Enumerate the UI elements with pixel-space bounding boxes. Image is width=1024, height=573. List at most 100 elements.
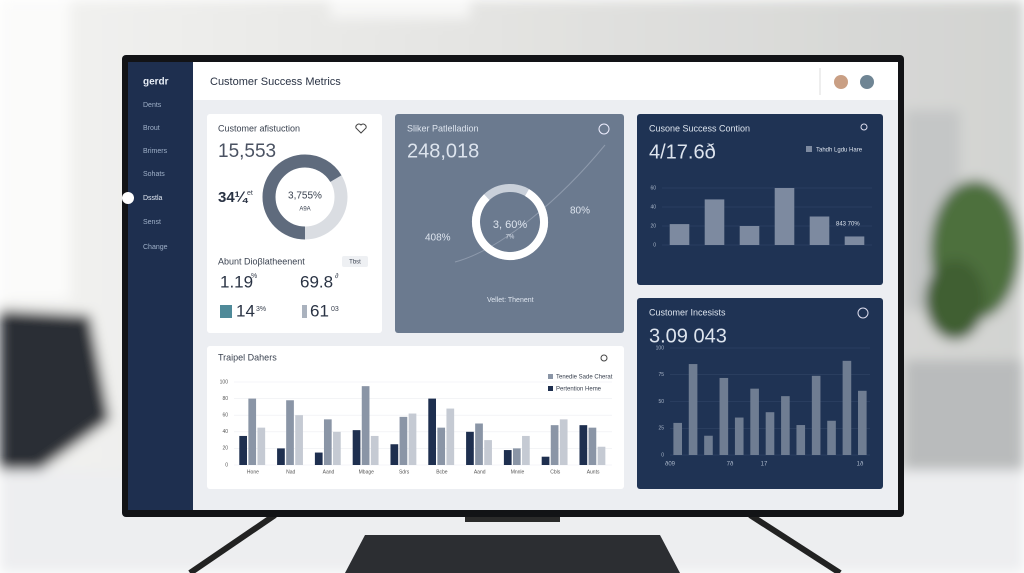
y-tick-label: 60 xyxy=(650,185,656,191)
x-tick-label: 7ð xyxy=(727,461,734,468)
bar xyxy=(475,423,483,465)
bar xyxy=(588,427,597,465)
card-title: Sliker Patlelladion xyxy=(407,123,479,133)
bar xyxy=(781,396,790,455)
bar xyxy=(750,388,759,455)
kpi-value: 248,018 xyxy=(407,140,479,162)
bar xyxy=(408,413,417,465)
ring-right: 80% xyxy=(570,206,590,217)
bar xyxy=(314,452,323,465)
stat-swatch xyxy=(302,305,307,318)
bar xyxy=(774,188,795,245)
bar xyxy=(248,398,257,465)
donut-sub: A9A xyxy=(299,207,310,213)
nav-item[interactable]: Change xyxy=(143,244,168,251)
stat-value: 69.8 xyxy=(300,272,333,291)
x-tick-label: Bcbe xyxy=(436,469,448,475)
bar xyxy=(503,450,512,465)
y-tick-label: 100 xyxy=(656,345,665,351)
condition-card: Cusone Success Contion 4/17.6ð Tahdh Lgd… xyxy=(637,114,883,285)
legend-swatch xyxy=(806,146,812,152)
bar xyxy=(352,430,361,465)
nav-item[interactable]: Dents xyxy=(143,102,162,109)
bar xyxy=(719,377,729,455)
bar xyxy=(734,417,744,455)
y-tick-label: 40 xyxy=(222,429,228,435)
search-icon[interactable] xyxy=(598,123,610,135)
search-icon[interactable] xyxy=(857,307,869,319)
section-title: Abunt Dioβlatheenent xyxy=(218,256,305,266)
bar xyxy=(842,360,852,455)
page-title: Customer Success Metrics xyxy=(210,76,341,88)
y-tick-label: 0 xyxy=(653,242,656,248)
bar xyxy=(688,364,698,455)
satisfaction-card: Customer afistuction 15,553 3,755% A9A 3… xyxy=(207,114,382,333)
bar xyxy=(550,425,559,465)
monitor-stand xyxy=(188,512,842,573)
bar xyxy=(704,199,725,245)
kpi-value: 3.09 043 xyxy=(649,325,727,347)
stat-value: 61 xyxy=(310,301,329,320)
bar xyxy=(277,448,285,465)
nav-item[interactable]: Dsstla xyxy=(143,195,163,202)
avatar[interactable] xyxy=(860,75,874,89)
bar xyxy=(704,435,713,455)
bar xyxy=(370,435,379,465)
card-title: Traipel Dahers xyxy=(218,352,277,362)
card-title: Customer Incesists xyxy=(649,307,726,317)
incidents-card: Customer Incesists 3.09 043 xyxy=(637,298,883,489)
x-tick-label: Aand xyxy=(323,469,335,475)
x-tick-label: 17 xyxy=(761,462,768,468)
legend-label: Tahdh Lgdu Hare xyxy=(816,148,863,154)
bar xyxy=(796,425,806,455)
side-value: 34¼ xyxy=(218,189,249,206)
user-icon[interactable] xyxy=(860,123,868,131)
nav-item[interactable]: Brout xyxy=(143,125,160,132)
bar xyxy=(239,435,248,465)
bar xyxy=(257,427,266,465)
y-tick-label: 75 xyxy=(658,372,664,378)
y-tick-label: 50 xyxy=(658,399,664,405)
x-tick-label: Mbage xyxy=(359,469,375,475)
nav-item[interactable]: Senst xyxy=(143,219,161,226)
nav-item[interactable]: Sohats xyxy=(143,171,165,178)
y-tick-label: 80 xyxy=(222,396,228,402)
y-tick-label: 20 xyxy=(222,446,228,452)
donut xyxy=(262,154,348,240)
bar xyxy=(446,408,455,465)
x-tick-label: 1ð xyxy=(857,461,864,468)
y-tick-label: 100 xyxy=(220,379,229,385)
kpi-value: 15,553 xyxy=(218,141,276,162)
y-tick-label: 0 xyxy=(225,462,228,468)
card-title: Customer afistuction xyxy=(218,123,300,133)
legend-swatch xyxy=(548,386,553,391)
user-icon[interactable] xyxy=(600,354,608,362)
heart-icon[interactable] xyxy=(355,123,367,134)
x-tick-label: Mnnle xyxy=(511,469,525,475)
tag: Tbst xyxy=(349,260,361,266)
stat-value: 14 xyxy=(236,301,255,320)
header: Customer Success Metrics xyxy=(193,62,898,100)
x-tick-label: Aunts xyxy=(587,469,600,475)
bar xyxy=(809,216,830,245)
active-indicator xyxy=(122,192,134,204)
bar xyxy=(428,398,437,465)
ring-value: 3, 60% xyxy=(493,219,527,231)
nav-item[interactable]: Brimers xyxy=(143,148,168,155)
stat-unit: % xyxy=(251,273,257,280)
kpi-value: 4/17.6ð xyxy=(649,141,716,163)
bar xyxy=(333,431,341,465)
stat-value: 1.19 xyxy=(220,272,253,291)
bar xyxy=(673,422,682,455)
x-tick-label: Nad xyxy=(286,469,295,475)
bar xyxy=(844,236,865,245)
legend-label: Pertention Heme xyxy=(556,387,602,393)
bar xyxy=(484,440,492,465)
x-tick-label: Hone xyxy=(247,469,259,475)
x-tick-label: Sdrs xyxy=(399,469,410,475)
bar xyxy=(541,456,550,465)
bar xyxy=(466,431,474,465)
stat-unit: ∂ xyxy=(335,273,339,280)
avatar[interactable] xyxy=(834,75,848,89)
x-tick-label: ð09 xyxy=(665,461,676,468)
